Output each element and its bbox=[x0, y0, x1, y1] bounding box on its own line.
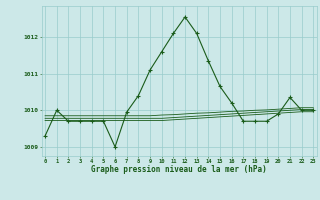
X-axis label: Graphe pression niveau de la mer (hPa): Graphe pression niveau de la mer (hPa) bbox=[91, 165, 267, 174]
